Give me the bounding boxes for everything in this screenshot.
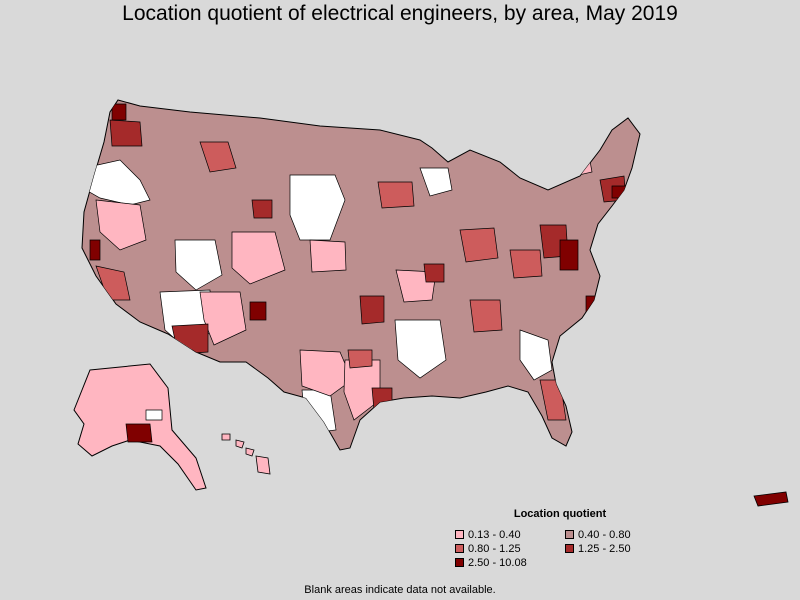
legend-grid: 0.13 - 0.40 0.40 - 0.80 0.80 - 1.25 1.25… (455, 528, 695, 569)
legend-item: 2.50 - 10.08 (455, 556, 565, 569)
legend-item: 1.25 - 2.50 (565, 542, 675, 555)
legend: Location quotient 0.13 - 0.40 0.40 - 0.8… (455, 508, 695, 569)
legend-label: 2.50 - 10.08 (468, 556, 527, 569)
legend-label: 1.25 - 2.50 (578, 542, 631, 555)
legend-item: 0.13 - 0.40 (455, 528, 565, 541)
alaska-anchorage-region (125, 423, 153, 443)
legend-swatch (455, 544, 464, 553)
legend-swatch (455, 558, 464, 567)
legend-swatch (565, 530, 574, 539)
hawaii-shape (221, 433, 271, 475)
puerto-rico-shape (753, 491, 789, 507)
alaska-nodata-region (145, 409, 163, 421)
legend-label: 0.13 - 0.40 (468, 528, 521, 541)
legend-swatch (565, 544, 574, 553)
footnote: Blank areas indicate data not available. (304, 584, 496, 596)
legend-item: 0.80 - 1.25 (455, 542, 565, 555)
legend-label: 0.80 - 1.25 (468, 542, 521, 555)
legend-title: Location quotient (513, 508, 607, 520)
map-title: Location quotient of electrical engineer… (122, 2, 678, 25)
legend-item: 0.40 - 0.80 (565, 528, 675, 541)
legend-label: 0.40 - 0.80 (578, 528, 631, 541)
legend-swatch (455, 530, 464, 539)
